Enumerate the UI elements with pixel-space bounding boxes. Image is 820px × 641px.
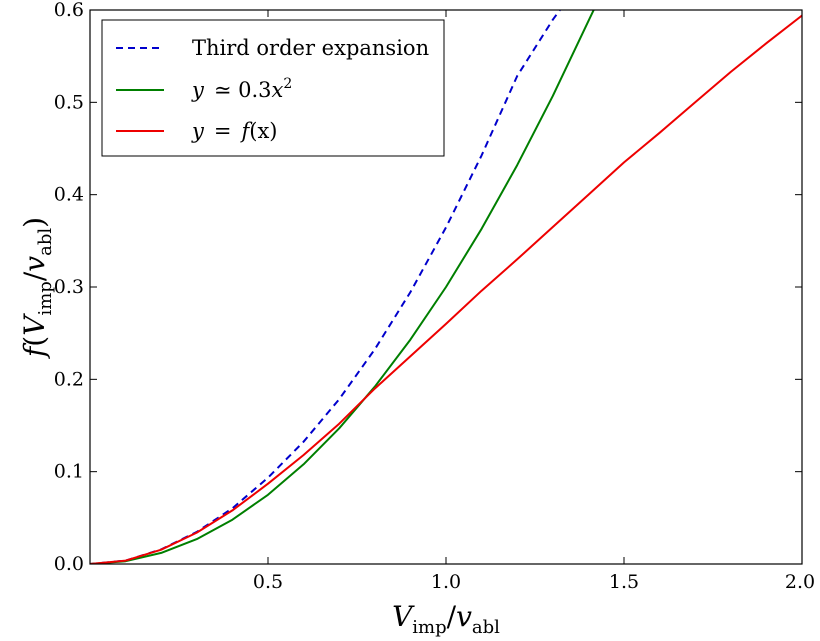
legend-function-eq: = [214,119,232,143]
x-tick-label: 2.0 [785,571,815,593]
x-axis-label-main: V [392,600,415,633]
legend-label-third-order: Third order expansion [192,36,429,60]
y-axis-label-second: v [18,256,51,272]
x-tick-label: 1.0 [431,571,461,593]
legend: Third order expansion y ≃ 0.3x2 y = f(x) [101,19,445,157]
series-line-f-of-x [90,14,802,564]
legend-quadratic-approx: ≃ 0.3 [214,78,272,102]
series-layer [90,10,802,564]
y-tick-label: 0.5 [54,91,84,113]
y-axis-label-main-sub: imp [35,281,56,315]
legend-label-quadratic: y ≃ 0.3x2 [191,76,292,102]
legend-function-f: f [239,119,252,143]
y-tick-label: 0.4 [54,184,84,206]
y-axis-label: f(Vimp/vabl) [18,217,56,359]
x-axis-label-second-sub: abl [472,617,500,638]
legend-label-function: y = f(x) [191,119,278,143]
legend-function-x: (x) [249,119,277,143]
legend-frame [101,19,445,157]
y-tick-label: 0.1 [54,461,84,483]
y-tick-label: 0.2 [54,368,84,390]
legend-quadratic-y: y [191,78,205,102]
ticks-layer: 0.5 1.0 1.5 2.0 0.0 0.1 0.2 0.3 0.4 0.5 0.6 [54,0,815,593]
x-axis-label: Vimp/vabl [392,600,500,638]
x-axis-label-second: v [456,600,472,633]
y-axis-label-main: V [18,313,51,336]
legend-quadratic-sup: 2 [283,76,292,92]
y-axis-label-close: ) [18,217,51,228]
x-tick-label: 1.5 [609,571,639,593]
x-axis-label-slash: / [447,600,457,633]
y-tick-label: 0.0 [54,553,84,575]
x-axis-label-main-sub: imp [412,617,446,638]
y-tick-label: 0.6 [54,0,84,21]
x-tick-label: 0.5 [253,571,283,593]
legend-function-y: y [191,119,205,143]
y-tick-label: 0.3 [54,276,84,298]
y-axis-label-second-sub: abl [35,228,56,256]
y-axis-label-slash: / [18,271,51,281]
y-axis-label-open: ( [18,336,51,347]
legend-quadratic-x: x [272,78,284,102]
